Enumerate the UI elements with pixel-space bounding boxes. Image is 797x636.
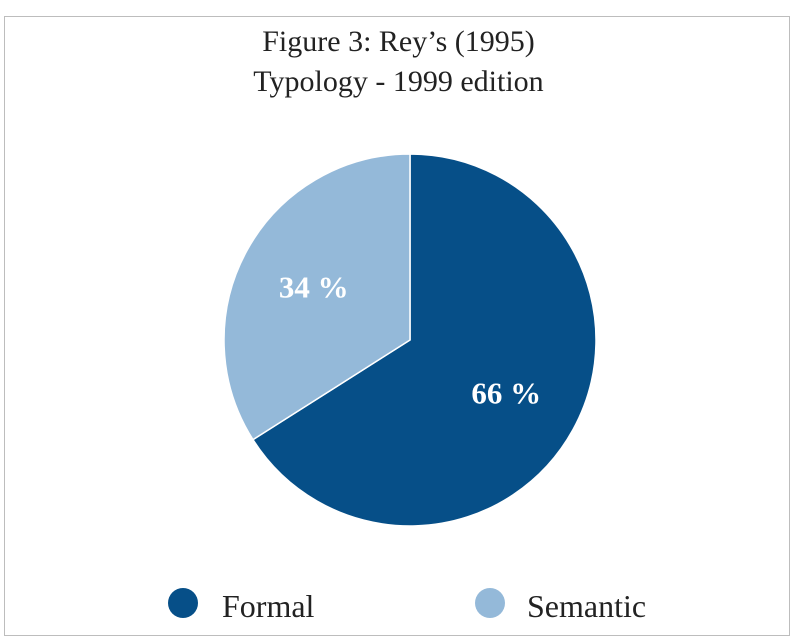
legend-swatch-semantic [475,588,505,618]
legend-label-semantic: Semantic [527,588,647,624]
chart-title-line-1: Figure 3: Rey’s (1995) [262,25,535,58]
pie-slice-semantic [223,153,411,441]
chart-title: Figure 3: Rey’s (1995) Typology - 1999 e… [0,22,797,102]
pie-slice-formal [251,153,597,527]
chart-title-line-2: Typology - 1999 edition [253,65,544,98]
legend-swatch-formal [168,588,198,618]
pie-data-label-semantic: 34 % [279,270,349,305]
legend-label-formal: Formal [222,588,315,624]
pie-chart: 66 % 34 % [223,153,597,527]
pie-data-label-formal: 66 % [471,375,541,410]
